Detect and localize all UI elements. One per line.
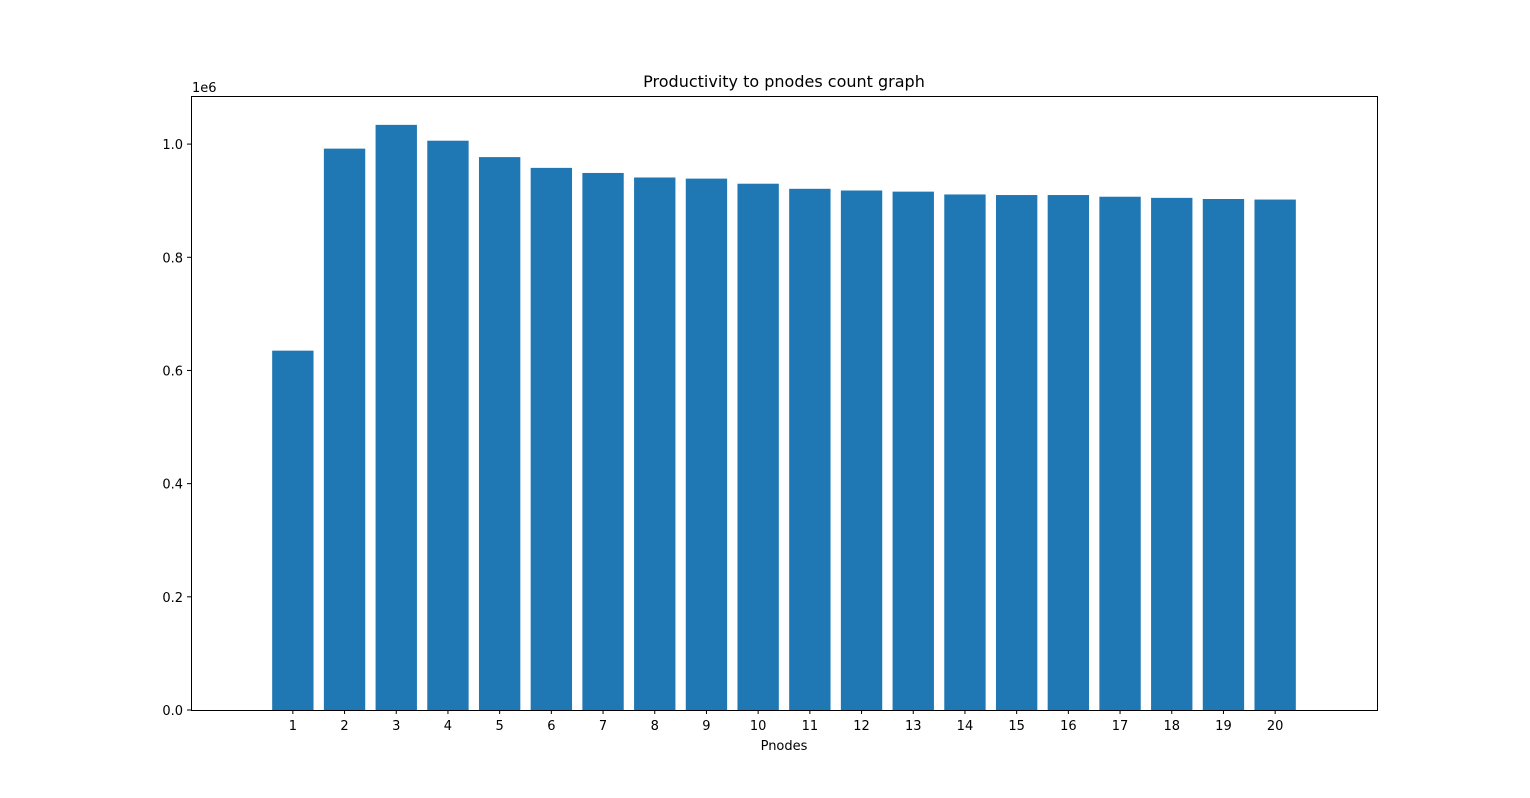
x-tick-label-20: 20 [1267,719,1284,734]
x-tick-label-8: 8 [651,719,659,734]
y-tick-label-5: 1.0 [162,138,183,153]
bars-layer [272,124,1296,711]
x-tick-label-2: 2 [340,719,348,734]
bar-10 [737,183,779,710]
bar-9 [685,178,728,710]
chart-title: Productivity to pnodes count graph [643,72,925,91]
plot-area-frame [191,96,1378,711]
y-tick-label-0: 0.0 [162,704,183,719]
x-tick-label-16: 16 [1060,719,1077,734]
x-axis-ticks: 1 2 3 4 5 6 7 8 9 10 11 12 13 14 15 16 17 18 19 20 [289,710,1284,734]
bar-13 [892,191,934,711]
x-tick-label-6: 6 [547,719,555,734]
bar-8 [634,177,676,711]
x-tick-label-4: 4 [444,719,452,734]
bar-6 [530,167,573,710]
x-tick-label-17: 17 [1112,719,1129,734]
bar-3 [375,124,417,710]
x-tick-label-12: 12 [853,719,870,734]
x-tick-label-7: 7 [599,719,607,734]
bar-12 [840,190,883,710]
bar-16 [1047,195,1090,711]
y-axis-offset-label: 1e6 [192,81,217,96]
x-tick-label-15: 15 [1008,719,1025,734]
bar-20 [1254,199,1296,710]
y-tick-label-3: 0.6 [162,364,183,379]
x-tick-label-5: 5 [496,719,504,734]
bar-1 [272,350,314,710]
bar-15 [995,195,1038,711]
bar-7 [582,172,624,710]
x-tick-label-13: 13 [905,719,922,734]
x-tick-label-11: 11 [802,719,819,734]
x-tick-label-18: 18 [1163,719,1180,734]
bar-4 [427,140,469,710]
bar-2 [323,148,366,711]
bar-14 [944,194,986,710]
bar-5 [478,157,521,710]
bar-17 [1099,196,1141,710]
bar-19 [1202,198,1245,711]
x-axis-label: Pnodes [761,739,808,754]
bar-18 [1151,197,1193,710]
y-tick-label-1: 0.2 [162,591,183,606]
y-tick-label-2: 0.4 [162,478,183,493]
x-tick-label-19: 19 [1215,719,1232,734]
x-tick-label-3: 3 [392,719,400,734]
y-tick-label-4: 0.8 [162,251,183,266]
x-tick-label-10: 10 [750,719,767,734]
bar-11 [789,188,831,710]
x-tick-label-1: 1 [289,719,297,734]
y-axis-ticks: 0.0 0.2 0.4 0.6 0.8 1.0 [162,138,191,719]
x-tick-label-14: 14 [957,719,974,734]
x-tick-label-9: 9 [702,719,710,734]
